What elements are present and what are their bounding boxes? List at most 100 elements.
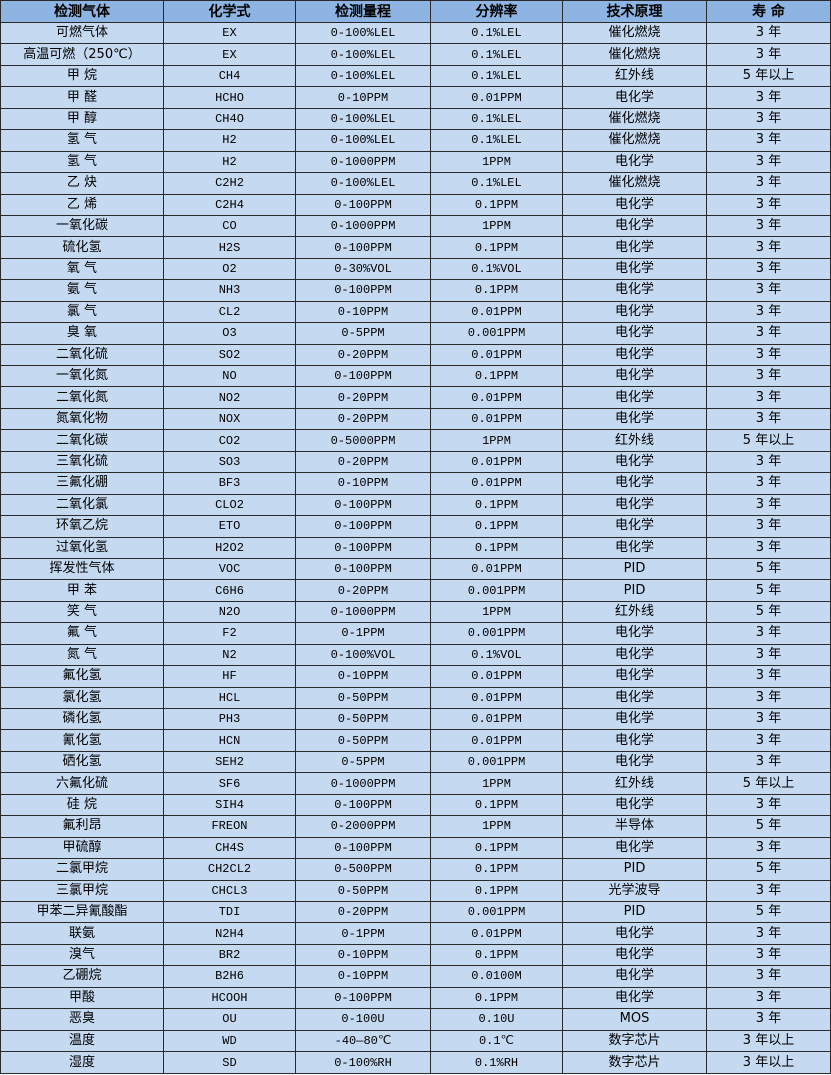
range-cell: 0-100PPM: [295, 493, 431, 517]
principle-cell: 电化学: [562, 943, 707, 967]
principle-cell: 电化学: [562, 193, 707, 216]
lifetime-cell: 3 年: [706, 214, 831, 238]
resolution-cell: 0.01PPM: [430, 472, 563, 495]
resolution-cell: 0.1PPM: [430, 493, 563, 517]
range-cell: 0-100%LEL: [295, 129, 431, 152]
principle-cell: 电化学: [562, 300, 707, 324]
range-cell: 0-100PPM: [295, 793, 431, 817]
formula-cell: ETO: [163, 515, 296, 538]
lifetime-cell: 3 年: [706, 279, 831, 302]
formula-cell: N2O: [163, 600, 296, 624]
gas-cell: 氰化氢: [0, 729, 164, 752]
resolution-cell: 0.001PPM: [430, 750, 563, 774]
principle-cell: 红外线: [562, 64, 707, 88]
table-row: 氮氧化物 NOX 0-20PPM 0.01PPM 电化学 3 年: [0, 407, 831, 431]
range-cell: 0-1PPM: [295, 922, 431, 945]
range-cell: 0-20PPM: [295, 579, 431, 602]
range-cell: 0-100PPM: [295, 193, 431, 216]
range-cell: 0-10PPM: [295, 665, 431, 688]
gas-cell: 笑 气: [0, 600, 164, 624]
formula-cell: SF6: [163, 772, 296, 795]
formula-cell: NO: [163, 364, 296, 388]
lifetime-cell: 3 年: [706, 86, 831, 109]
resolution-cell: 0.1PPM: [430, 879, 563, 902]
table-row: 氢 气 H2 0-1000PPM 1PPM 电化学 3 年: [0, 150, 831, 174]
gas-cell: 乙 烯: [0, 193, 164, 216]
range-cell: 0-1PPM: [295, 622, 431, 645]
gas-cell: 氟 气: [0, 622, 164, 645]
principle-cell: 催化燃烧: [562, 43, 707, 66]
range-cell: 0-100%RH: [295, 1051, 431, 1074]
formula-cell: TDI: [163, 900, 296, 924]
resolution-cell: 0.1℃: [430, 1029, 563, 1053]
range-cell: 0-30%VOL: [295, 257, 431, 281]
resolution-cell: 0.001PPM: [430, 579, 563, 602]
gas-cell: 硫化氢: [0, 236, 164, 259]
formula-cell: CH4S: [163, 836, 296, 860]
resolution-cell: 1PPM: [430, 429, 563, 452]
lifetime-cell: 3 年以上: [706, 1029, 831, 1053]
range-cell: 0-100PPM: [295, 364, 431, 388]
lifetime-cell: 3 年: [706, 836, 831, 860]
principle-cell: 电化学: [562, 707, 707, 731]
principle-cell: 电化学: [562, 343, 707, 367]
header-formula: 化学式: [163, 0, 296, 23]
resolution-cell: 0.01PPM: [430, 665, 563, 688]
formula-cell: C2H2: [163, 172, 296, 195]
header-range: 检测量程: [295, 0, 431, 23]
table-row: 磷化氢 PH3 0-50PPM 0.01PPM 电化学 3 年: [0, 707, 831, 731]
principle-cell: PID: [562, 858, 707, 881]
formula-cell: CL2: [163, 300, 296, 324]
principle-cell: 电化学: [562, 793, 707, 817]
range-cell: 0-100%LEL: [295, 64, 431, 88]
resolution-cell: 0.1%VOL: [430, 643, 563, 667]
table-body: 可燃气体 EX 0-100%LEL 0.1%LEL 催化燃烧 3 年高温可燃（250℃） E…: [0, 21, 831, 1074]
gas-cell: 二氧化氮: [0, 386, 164, 409]
principle-cell: 红外线: [562, 600, 707, 624]
principle-cell: 电化学: [562, 472, 707, 495]
table-row: 硫化氢 H2S 0-100PPM 0.1PPM 电化学 3 年: [0, 236, 831, 259]
gas-cell: 联氨: [0, 922, 164, 945]
principle-cell: 电化学: [562, 257, 707, 281]
table-row: 笑 气 N2O 0-1000PPM 1PPM 红外线 5 年: [0, 600, 831, 624]
table-row: 硒化氢 SEH2 0-5PPM 0.001PPM 电化学 3 年: [0, 750, 831, 774]
gas-cell: 环氧乙烷: [0, 515, 164, 538]
principle-cell: 电化学: [562, 622, 707, 645]
formula-cell: VOC: [163, 557, 296, 581]
formula-cell: CLO2: [163, 493, 296, 517]
formula-cell: CO: [163, 214, 296, 238]
principle-cell: 电化学: [562, 922, 707, 945]
range-cell: 0-20PPM: [295, 407, 431, 431]
resolution-cell: 0.1PPM: [430, 986, 563, 1010]
table-row: 温度 WD -40—80℃ 0.1℃ 数字芯片 3 年以上: [0, 1029, 831, 1053]
table-row: 硅 烷 SIH4 0-100PPM 0.1PPM 电化学 3 年: [0, 793, 831, 817]
header-lifetime: 寿 命: [706, 0, 831, 23]
table-row: 乙硼烷 B2H6 0-10PPM 0.0100M 电化学 3 年: [0, 965, 831, 988]
principle-cell: 电化学: [562, 322, 707, 345]
principle-cell: 电化学: [562, 686, 707, 710]
lifetime-cell: 5 年以上: [706, 429, 831, 452]
resolution-cell: 0.01PPM: [430, 386, 563, 409]
resolution-cell: 0.01PPM: [430, 450, 563, 474]
lifetime-cell: 3 年: [706, 322, 831, 345]
range-cell: 0-5PPM: [295, 750, 431, 774]
range-cell: 0-500PPM: [295, 858, 431, 881]
lifetime-cell: 5 年以上: [706, 772, 831, 795]
principle-cell: 催化燃烧: [562, 172, 707, 195]
range-cell: 0-10PPM: [295, 472, 431, 495]
resolution-cell: 0.01PPM: [430, 407, 563, 431]
resolution-cell: 0.01PPM: [430, 922, 563, 945]
principle-cell: 电化学: [562, 493, 707, 517]
formula-cell: SIH4: [163, 793, 296, 817]
resolution-cell: 0.01PPM: [430, 86, 563, 109]
lifetime-cell: 5 年: [706, 815, 831, 838]
gas-cell: 甲 醇: [0, 107, 164, 131]
formula-cell: HCHO: [163, 86, 296, 109]
lifetime-cell: 5 年: [706, 579, 831, 602]
range-cell: 0-1000PPM: [295, 214, 431, 238]
gas-cell: 氟化氢: [0, 665, 164, 688]
table-row: 氨 气 NH3 0-100PPM 0.1PPM 电化学 3 年: [0, 279, 831, 302]
resolution-cell: 0.1%LEL: [430, 107, 563, 131]
table-row: 二氧化碳 CO2 0-5000PPM 1PPM 红外线 5 年以上: [0, 429, 831, 452]
principle-cell: 半导体: [562, 815, 707, 838]
